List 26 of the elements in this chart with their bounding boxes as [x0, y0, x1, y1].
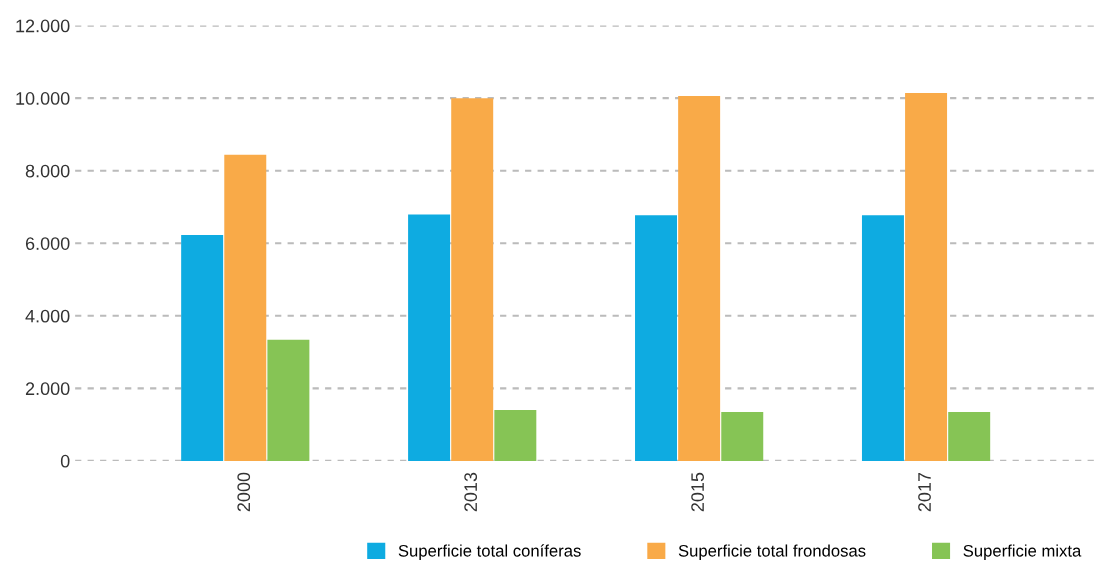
x-tick-label: 2013 [464, 472, 478, 512]
bar [451, 98, 494, 461]
bar [861, 215, 904, 461]
bar [267, 339, 310, 461]
bar [905, 93, 948, 461]
x-tick-label: 2017 [918, 472, 931, 512]
bar [678, 95, 721, 461]
y-tick-label: 8.000 [25, 164, 70, 178]
bar [408, 214, 451, 461]
y-tick-label: 10.000 [16, 92, 70, 105]
legend-label: Superficie total coníferas [398, 544, 581, 560]
y-tick-label: 2.000 [25, 382, 70, 396]
y-tick-label: 12.000 [16, 19, 70, 33]
x-tick-label: 2000 [237, 472, 251, 512]
bar [635, 215, 678, 461]
y-tick-label: 0 [60, 454, 70, 468]
legend-label: Superficie mixta [963, 544, 1082, 560]
y-tick-label: 4.000 [25, 309, 70, 323]
y-tick-label: 6.000 [25, 237, 70, 250]
legend-label: Superficie total frondosas [678, 544, 866, 560]
bar [224, 154, 267, 461]
bar [721, 411, 764, 461]
bar [494, 410, 537, 461]
bar [948, 411, 991, 461]
x-tick-label: 2015 [691, 472, 704, 512]
bar [181, 234, 224, 461]
